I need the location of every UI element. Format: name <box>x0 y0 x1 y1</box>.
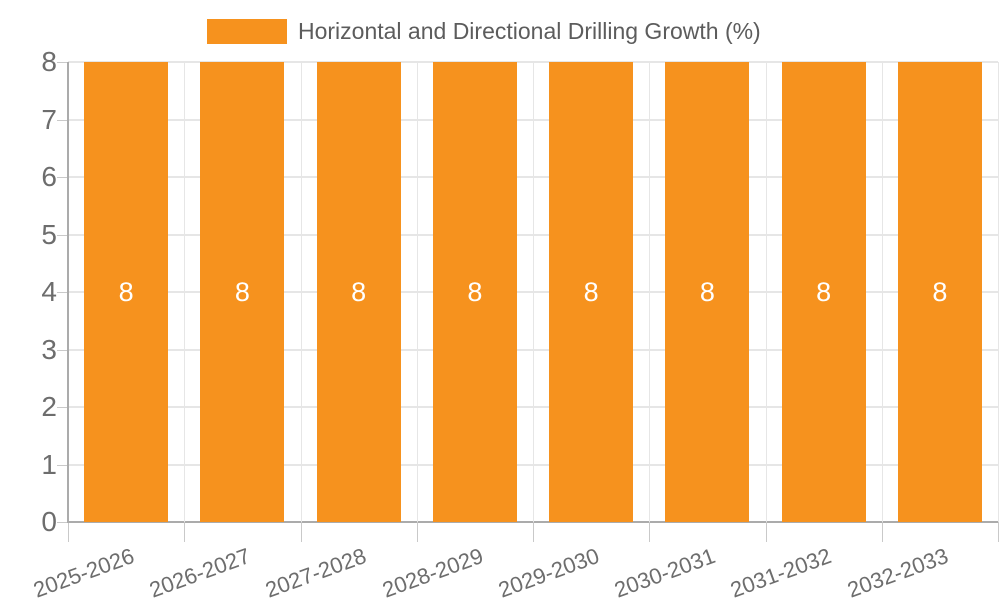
y-tick-mark <box>57 349 68 351</box>
y-tick-label: 3 <box>41 333 57 365</box>
bar-value-label: 8 <box>118 277 134 307</box>
bar: 8 <box>316 62 401 522</box>
bar-value-label: 8 <box>816 277 832 307</box>
x-category-label: 2026-2027 <box>146 543 254 600</box>
y-tick-label: 4 <box>41 276 57 307</box>
x-category-label: 2031-2032 <box>727 543 835 600</box>
x-gridline <box>765 62 767 522</box>
y-axis-line <box>67 62 69 523</box>
x-gridline <box>416 62 418 522</box>
y-tick-label: 2 <box>41 391 57 422</box>
x-tick-mark <box>533 522 534 542</box>
bar-value-label: 8 <box>234 277 250 307</box>
x-category-label: 2030-2031 <box>611 543 719 600</box>
bar: 8 <box>432 62 517 522</box>
x-tick-mark <box>300 522 302 542</box>
y-tick-mark <box>57 234 68 236</box>
bar: 8 <box>665 62 750 522</box>
y-tick-label: 5 <box>41 218 57 250</box>
y-tick-mark <box>57 522 68 523</box>
x-tick-mark <box>998 522 999 542</box>
x-tick-mark <box>765 522 767 542</box>
bar: 8 <box>200 62 285 522</box>
x-category-label: 2028-2029 <box>378 543 487 600</box>
bar: 8 <box>897 62 982 522</box>
legend-swatch <box>207 19 287 44</box>
x-category-label: 2027-2028 <box>262 543 370 600</box>
bar: 8 <box>781 62 866 522</box>
x-tick-mark <box>184 522 186 542</box>
x-tick-mark <box>416 522 418 542</box>
x-tick-mark <box>881 522 883 542</box>
bar-value-label: 8 <box>467 277 483 307</box>
x-tick-mark <box>68 522 69 542</box>
y-tick-mark <box>57 62 68 63</box>
bar: 8 <box>84 62 169 522</box>
y-tick-mark <box>57 177 68 178</box>
x-tick-mark <box>649 522 651 542</box>
y-tick-mark <box>57 119 68 121</box>
legend: Horizontal and Directional Drilling Grow… <box>207 18 761 45</box>
y-tick-label: 7 <box>41 103 57 135</box>
y-tick-mark <box>57 464 68 466</box>
x-gridline <box>998 62 999 522</box>
y-tick-label: 8 <box>41 46 57 77</box>
x-gridline <box>533 62 534 522</box>
x-category-label: 2032-2033 <box>843 543 952 600</box>
x-category-label: 2025-2026 <box>29 543 138 600</box>
bar-value-label: 8 <box>932 277 948 307</box>
x-gridline <box>300 62 302 522</box>
x-gridline <box>881 62 883 522</box>
bar-value-label: 8 <box>583 277 599 307</box>
legend-label: Horizontal and Directional Drilling Grow… <box>298 18 761 44</box>
x-gridline <box>649 62 651 522</box>
y-tick-label: 0 <box>41 506 57 537</box>
bar-value-label: 8 <box>699 277 715 307</box>
y-tick-mark <box>57 292 68 293</box>
bar-value-label: 8 <box>351 277 367 307</box>
x-category-label: 2029-2030 <box>494 543 603 600</box>
x-gridline <box>184 62 186 522</box>
bar: 8 <box>549 62 634 522</box>
y-tick-label: 1 <box>41 448 57 480</box>
y-tick-label: 6 <box>41 161 57 192</box>
y-tick-mark <box>57 407 68 408</box>
